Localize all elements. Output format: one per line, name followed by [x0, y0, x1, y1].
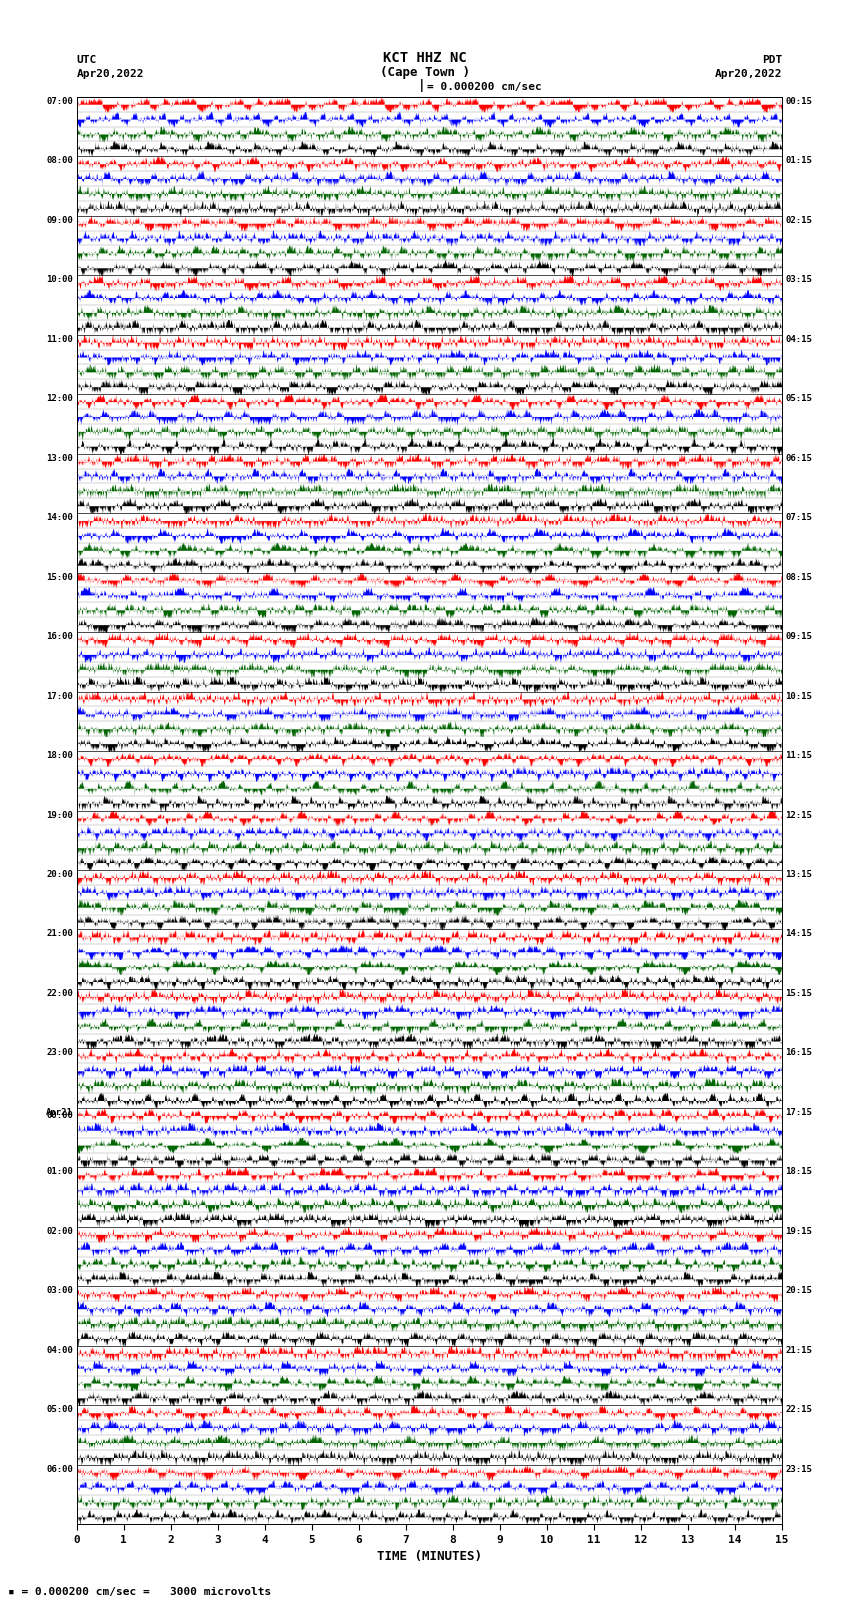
Text: 07:00: 07:00 — [46, 97, 73, 106]
Text: 14:00: 14:00 — [46, 513, 73, 523]
Text: Apr20,2022: Apr20,2022 — [76, 69, 144, 79]
Text: 15:00: 15:00 — [46, 573, 73, 582]
Text: 07:15: 07:15 — [785, 513, 813, 523]
Text: 14:15: 14:15 — [785, 929, 813, 939]
Text: 04:00: 04:00 — [46, 1345, 73, 1355]
Text: PDT: PDT — [762, 55, 782, 65]
Text: 16:00: 16:00 — [46, 632, 73, 640]
Text: 01:00: 01:00 — [46, 1168, 73, 1176]
Text: 13:00: 13:00 — [46, 453, 73, 463]
Text: 22:15: 22:15 — [785, 1405, 813, 1415]
Text: 20:15: 20:15 — [785, 1287, 813, 1295]
Text: 02:00: 02:00 — [46, 1227, 73, 1236]
Text: Apr20,2022: Apr20,2022 — [715, 69, 782, 79]
Text: 21:15: 21:15 — [785, 1345, 813, 1355]
Text: 23:00: 23:00 — [46, 1048, 73, 1058]
Text: 10:15: 10:15 — [785, 692, 813, 700]
X-axis label: TIME (MINUTES): TIME (MINUTES) — [377, 1550, 482, 1563]
Text: = 0.000200 cm/sec: = 0.000200 cm/sec — [427, 82, 541, 92]
Text: 09:15: 09:15 — [785, 632, 813, 640]
Text: KCT HHZ NC: KCT HHZ NC — [383, 50, 467, 65]
Text: ▪ = 0.000200 cm/sec =   3000 microvolts: ▪ = 0.000200 cm/sec = 3000 microvolts — [8, 1587, 272, 1597]
Text: 05:15: 05:15 — [785, 394, 813, 403]
Text: 16:15: 16:15 — [785, 1048, 813, 1058]
Text: 00:00: 00:00 — [46, 1111, 73, 1119]
Text: 06:00: 06:00 — [46, 1465, 73, 1474]
Text: 19:00: 19:00 — [46, 810, 73, 819]
Text: 20:00: 20:00 — [46, 869, 73, 879]
Text: 03:00: 03:00 — [46, 1287, 73, 1295]
Text: 12:00: 12:00 — [46, 394, 73, 403]
Text: 13:15: 13:15 — [785, 869, 813, 879]
Text: 17:15: 17:15 — [785, 1108, 813, 1116]
Text: 08:15: 08:15 — [785, 573, 813, 582]
Text: Apr21: Apr21 — [46, 1108, 73, 1116]
Text: |: | — [418, 79, 425, 92]
Text: (Cape Town ): (Cape Town ) — [380, 66, 470, 79]
Text: 03:15: 03:15 — [785, 276, 813, 284]
Text: 21:00: 21:00 — [46, 929, 73, 939]
Text: 00:15: 00:15 — [785, 97, 813, 106]
Text: 11:00: 11:00 — [46, 336, 73, 344]
Text: 12:15: 12:15 — [785, 810, 813, 819]
Text: 08:00: 08:00 — [46, 156, 73, 165]
Text: 10:00: 10:00 — [46, 276, 73, 284]
Text: 18:00: 18:00 — [46, 752, 73, 760]
Text: 18:15: 18:15 — [785, 1168, 813, 1176]
Text: 01:15: 01:15 — [785, 156, 813, 165]
Text: 15:15: 15:15 — [785, 989, 813, 998]
Text: 04:15: 04:15 — [785, 336, 813, 344]
Text: 22:00: 22:00 — [46, 989, 73, 998]
Text: 06:15: 06:15 — [785, 453, 813, 463]
Text: 09:00: 09:00 — [46, 216, 73, 224]
Text: 05:00: 05:00 — [46, 1405, 73, 1415]
Text: 11:15: 11:15 — [785, 752, 813, 760]
Text: 19:15: 19:15 — [785, 1227, 813, 1236]
Text: 02:15: 02:15 — [785, 216, 813, 224]
Text: 23:15: 23:15 — [785, 1465, 813, 1474]
Text: 17:00: 17:00 — [46, 692, 73, 700]
Text: UTC: UTC — [76, 55, 97, 65]
